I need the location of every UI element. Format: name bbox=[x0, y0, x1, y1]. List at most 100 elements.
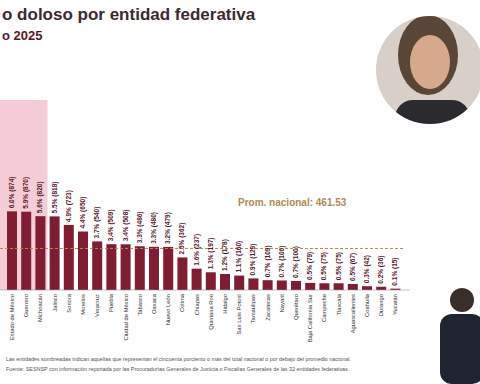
bar bbox=[319, 283, 329, 290]
note: Las entidades sombreadas indican aquella… bbox=[6, 356, 351, 362]
data-label: 4.9% (723) bbox=[65, 190, 73, 222]
face bbox=[410, 35, 450, 89]
bar bbox=[35, 216, 45, 290]
category-label: Sonora bbox=[66, 293, 72, 312]
bar bbox=[206, 272, 216, 290]
data-label: 3.4% (509) bbox=[107, 209, 115, 241]
category-label: Tlaxcala bbox=[336, 293, 342, 315]
data-label: 5.9% (870) bbox=[22, 177, 30, 209]
category-label: Zacatecas bbox=[265, 294, 271, 321]
data-label: 0.1% (15) bbox=[391, 257, 399, 285]
category-label: Querétaro bbox=[293, 294, 299, 320]
data-label: 1.1% (160) bbox=[235, 241, 243, 273]
chart: o doloso por entidad federativa o 2025 Pro… bbox=[0, 0, 480, 384]
data-label: 0.3% (42) bbox=[363, 255, 371, 283]
bar bbox=[135, 246, 145, 290]
data-label: 0.7% (109) bbox=[264, 245, 272, 277]
category-label: Morelos bbox=[80, 294, 86, 315]
subtitle: o 2025 bbox=[2, 28, 42, 43]
category-label: Michoacán bbox=[37, 294, 43, 322]
data-label: 0.9% (129) bbox=[249, 244, 257, 276]
bar bbox=[220, 274, 230, 290]
clothes bbox=[395, 100, 470, 140]
bar bbox=[291, 281, 301, 290]
category-label: Yucatán bbox=[392, 294, 398, 315]
category-label: Coahuila bbox=[364, 293, 370, 317]
x-axis bbox=[0, 290, 410, 291]
bar bbox=[78, 232, 88, 291]
data-label: 0.7% (106) bbox=[278, 246, 286, 278]
category-label: Nuevo León bbox=[165, 294, 171, 325]
bars bbox=[7, 211, 400, 290]
bar bbox=[149, 247, 159, 290]
data-label: 1.2% (178) bbox=[221, 239, 229, 271]
category-label: Ciudad de México bbox=[123, 294, 129, 340]
category-label: Aguascalientes bbox=[350, 294, 356, 333]
bar bbox=[21, 212, 31, 290]
data-label: 2.5% (362) bbox=[178, 223, 186, 255]
bar bbox=[277, 280, 287, 290]
interpreter bbox=[440, 288, 480, 384]
bar bbox=[163, 247, 173, 290]
category-label: Estado de México bbox=[9, 294, 15, 340]
bar bbox=[248, 278, 258, 290]
category-label: Tabasco bbox=[137, 294, 143, 316]
average-label: Prom. nacional: 461.53 bbox=[238, 197, 347, 208]
category-label: Colima bbox=[179, 293, 185, 312]
source: Fuente: SESNSP con información reportada… bbox=[6, 366, 349, 372]
interpreter-body bbox=[440, 314, 480, 384]
bar bbox=[177, 257, 187, 290]
category-label: Veracruz bbox=[94, 294, 100, 317]
data-label: 0.5% (75) bbox=[320, 252, 328, 280]
bar bbox=[348, 284, 358, 290]
data-label: 5.5% (818) bbox=[51, 182, 59, 214]
bar bbox=[234, 276, 244, 290]
data-label: 4.4% (650) bbox=[79, 197, 87, 229]
data-label: 0.5% (67) bbox=[349, 253, 357, 281]
bar bbox=[263, 280, 273, 290]
data-label: 0.5% (79) bbox=[306, 252, 314, 280]
data-label: 0.2% (36) bbox=[377, 256, 385, 284]
bar bbox=[121, 244, 131, 290]
bar bbox=[7, 211, 17, 290]
data-label: 5.6% (820) bbox=[36, 181, 44, 213]
category-label: Baja California Sur bbox=[307, 294, 313, 342]
data-label: 6.0% (874) bbox=[8, 177, 16, 209]
bar bbox=[376, 287, 386, 290]
shaded-region bbox=[0, 100, 48, 290]
data-label: 0.5% (75) bbox=[335, 252, 343, 280]
bar bbox=[192, 269, 202, 290]
root: o doloso por entidad federativa o 2025 Pro… bbox=[0, 0, 480, 384]
data-label: 1.3% (197) bbox=[207, 237, 215, 269]
bar bbox=[50, 216, 60, 290]
category-label: Campeche bbox=[321, 294, 327, 322]
category-label: Oaxaca bbox=[151, 293, 157, 314]
average-line bbox=[0, 248, 405, 249]
category-label: Puebla bbox=[108, 293, 114, 312]
bar bbox=[334, 283, 344, 290]
bar bbox=[64, 225, 74, 290]
data-label: 3.3% (480) bbox=[150, 212, 158, 244]
category-label: San Luis Potosí bbox=[236, 294, 242, 335]
photo bbox=[370, 10, 480, 140]
category-label: Hidalgo bbox=[222, 294, 228, 314]
title: o doloso por entidad federativa bbox=[2, 5, 256, 24]
hair bbox=[398, 15, 458, 95]
data-label: 1.6% (237) bbox=[193, 234, 201, 266]
category-label: Tamaulipas bbox=[250, 294, 256, 323]
data-label: 3.4% (508) bbox=[122, 209, 130, 241]
category-label: Jalisco bbox=[52, 294, 58, 312]
inset-photo bbox=[370, 10, 480, 140]
category-label: Chiapas bbox=[194, 294, 200, 315]
category-label: Quintana Roo bbox=[208, 294, 214, 330]
category-label: Nayarit bbox=[279, 294, 285, 313]
category-label: Durango bbox=[378, 294, 384, 316]
bar bbox=[106, 244, 116, 290]
bar bbox=[305, 283, 315, 290]
data-label: 3.2% (479) bbox=[164, 212, 172, 244]
data-label: 3.3% (486) bbox=[136, 211, 144, 243]
category-label: Guerrero bbox=[23, 294, 29, 317]
data-label: 3.7% (540) bbox=[93, 207, 101, 239]
data-label: 0.7% (100) bbox=[292, 246, 300, 278]
bar bbox=[362, 286, 372, 290]
